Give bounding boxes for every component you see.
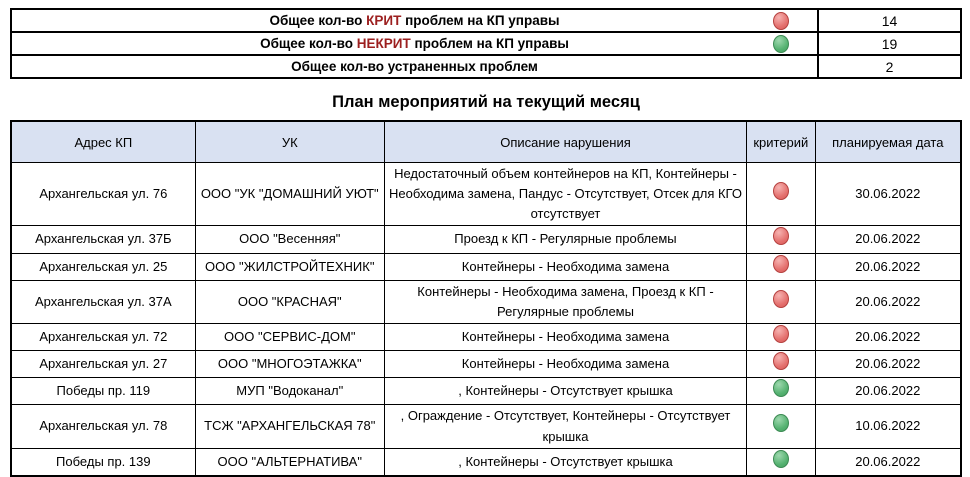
cell-address: Архангельская ул. 37А — [10, 279, 196, 324]
table-row: Архангельская ул. 27 ООО "МНОГОЭТАЖКА" К… — [10, 350, 962, 379]
summary-label-cell: Общее кол-во НЕКРИТ проблем на КП управы — [10, 31, 819, 56]
cell-criterion — [746, 377, 816, 406]
cell-description: Контейнеры - Необходима замена — [383, 322, 748, 352]
table-row: Архангельская ул. 37А ООО "КРАСНАЯ" Конт… — [10, 279, 962, 324]
cell-criterion — [746, 225, 816, 254]
header-criterion: критерий — [746, 120, 816, 163]
plan-table-header: Адрес КП УК Описание нарушения критерий … — [10, 120, 962, 163]
cell-description: Недостаточный объем контейнеров на КП, К… — [383, 161, 748, 227]
cell-description: , Контейнеры - Отсутствует крышка — [383, 377, 748, 406]
header-description: Описание нарушения — [383, 120, 748, 163]
cell-planned-date: 20.06.2022 — [814, 322, 962, 352]
cell-planned-date: 20.06.2022 — [814, 377, 962, 406]
page-title: План мероприятий на текущий месяц — [332, 93, 640, 111]
cell-uk: ТСЖ "АРХАНГЕЛЬСКАЯ 78" — [194, 404, 385, 449]
cell-uk: ООО "УК "ДОМАШНИЙ УЮТ" — [194, 161, 385, 227]
table-row: Победы пр. 119 МУП "Водоканал" , Контейн… — [10, 377, 962, 406]
table-row: Архангельская ул. 37Б ООО "Весенняя" Про… — [10, 225, 962, 254]
cell-planned-date: 20.06.2022 — [814, 447, 962, 477]
summary-label-suffix: проблем на КП управы — [401, 13, 560, 28]
cell-address: Архангельская ул. 76 — [10, 161, 196, 227]
summary-label-highlight: НЕКРИТ — [356, 36, 411, 51]
summary-table-body: Общее кол-во КРИТ проблем на КП управы 1… — [10, 8, 962, 79]
summary-table: Общее кол-во КРИТ проблем на КП управы 1… — [10, 8, 962, 79]
cell-criterion — [746, 447, 816, 477]
summary-row: Общее кол-во устраненных проблем 2 — [10, 54, 962, 79]
cell-criterion — [746, 322, 816, 352]
status-circle-icon — [772, 379, 789, 398]
status-circle-icon — [772, 289, 789, 308]
summary-label-prefix: Общее кол-во — [269, 13, 367, 28]
header-planned-date: планируемая дата — [814, 120, 962, 163]
plan-table-body: Архангельская ул. 76 ООО "УК "ДОМАШНИЙ У… — [10, 161, 962, 477]
status-circle-icon — [772, 414, 789, 433]
table-row: Архангельская ул. 76 ООО "УК "ДОМАШНИЙ У… — [10, 161, 962, 227]
cell-description: , Контейнеры - Отсутствует крышка — [383, 447, 748, 477]
cell-description: Проезд к КП - Регулярные проблемы — [383, 225, 748, 254]
cell-criterion — [746, 161, 816, 227]
cell-uk: ООО "МНОГОЭТАЖКА" — [194, 350, 385, 379]
status-circle-icon — [772, 352, 789, 371]
cell-address: Архангельская ул. 37Б — [10, 225, 196, 254]
cell-description: Контейнеры - Необходима замена — [383, 350, 748, 379]
status-circle-icon — [772, 227, 789, 246]
status-circle-icon — [773, 34, 789, 53]
cell-uk: ООО "Весенняя" — [194, 225, 385, 254]
status-circle-icon — [772, 449, 789, 468]
summary-row: Общее кол-во НЕКРИТ проблем на КП управы… — [10, 31, 962, 56]
summary-status-wrap — [773, 34, 789, 53]
cell-planned-date: 10.06.2022 — [814, 404, 962, 449]
cell-description: , Ограждение - Отсутствует, Контейнеры -… — [383, 404, 748, 449]
cell-planned-date: 20.06.2022 — [814, 350, 962, 379]
plan-table: Адрес КП УК Описание нарушения критерий … — [10, 120, 962, 477]
table-row: Архангельская ул. 25 ООО "ЖИЛСТРОЙТЕХНИК… — [10, 252, 962, 281]
status-circle-icon — [772, 254, 789, 273]
cell-address: Архангельская ул. 25 — [10, 252, 196, 281]
cell-planned-date: 20.06.2022 — [814, 279, 962, 324]
summary-value-cell: 14 — [817, 8, 962, 33]
table-row: Победы пр. 139 ООО "АЛЬТЕРНАТИВА" , Конт… — [10, 447, 962, 477]
summary-label-cell: Общее кол-во КРИТ проблем на КП управы — [10, 8, 819, 33]
summary-label-prefix: Общее кол-во устраненных проблем — [291, 59, 538, 74]
cell-criterion — [746, 350, 816, 379]
cell-criterion — [746, 252, 816, 281]
cell-address: Победы пр. 119 — [10, 377, 196, 406]
table-row: Архангельская ул. 78 ТСЖ "АРХАНГЕЛЬСКАЯ … — [10, 404, 962, 449]
summary-label-cell: Общее кол-во устраненных проблем — [10, 54, 819, 79]
cell-address: Архангельская ул. 72 — [10, 322, 196, 352]
summary-value-cell: 19 — [817, 31, 962, 56]
cell-uk: ООО "ЖИЛСТРОЙТЕХНИК" — [194, 252, 385, 281]
cell-uk: ООО "КРАСНАЯ" — [194, 279, 385, 324]
header-address: Адрес КП — [10, 120, 196, 163]
cell-address: Архангельская ул. 27 — [10, 350, 196, 379]
cell-criterion — [746, 279, 816, 324]
summary-value-cell: 2 — [817, 54, 962, 79]
plan-header-row: Адрес КП УК Описание нарушения критерий … — [10, 120, 962, 163]
cell-description: Контейнеры - Необходима замена — [383, 252, 748, 281]
status-circle-icon — [773, 11, 789, 30]
cell-planned-date: 30.06.2022 — [814, 161, 962, 227]
summary-label-suffix: проблем на КП управы — [410, 36, 569, 51]
summary-label-prefix: Общее кол-во — [260, 36, 357, 51]
summary-label-highlight: КРИТ — [366, 13, 402, 28]
cell-planned-date: 20.06.2022 — [814, 252, 962, 281]
cell-uk: ООО "АЛЬТЕРНАТИВА" — [194, 447, 385, 477]
cell-planned-date: 20.06.2022 — [814, 225, 962, 254]
cell-address: Победы пр. 139 — [10, 447, 196, 477]
summary-row: Общее кол-во КРИТ проблем на КП управы 1… — [10, 8, 962, 33]
status-circle-icon — [772, 324, 789, 343]
cell-criterion — [746, 404, 816, 449]
cell-uk: ООО "СЕРВИС-ДОМ" — [194, 322, 385, 352]
summary-status-wrap — [773, 11, 789, 30]
cell-uk: МУП "Водоканал" — [194, 377, 385, 406]
header-uk: УК — [194, 120, 385, 163]
table-row: Архангельская ул. 72 ООО "СЕРВИС-ДОМ" Ко… — [10, 322, 962, 352]
cell-address: Архангельская ул. 78 — [10, 404, 196, 449]
status-circle-icon — [772, 182, 789, 201]
cell-description: Контейнеры - Необходима замена, Проезд к… — [383, 279, 748, 324]
